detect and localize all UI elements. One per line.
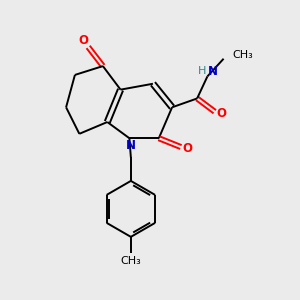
Text: N: N	[126, 139, 136, 152]
Text: O: O	[216, 107, 226, 120]
Text: H: H	[198, 66, 206, 76]
Text: O: O	[79, 34, 89, 47]
Text: CH₃: CH₃	[232, 50, 253, 60]
Text: CH₃: CH₃	[121, 256, 141, 266]
Text: O: O	[182, 142, 192, 155]
Text: N: N	[208, 64, 218, 78]
